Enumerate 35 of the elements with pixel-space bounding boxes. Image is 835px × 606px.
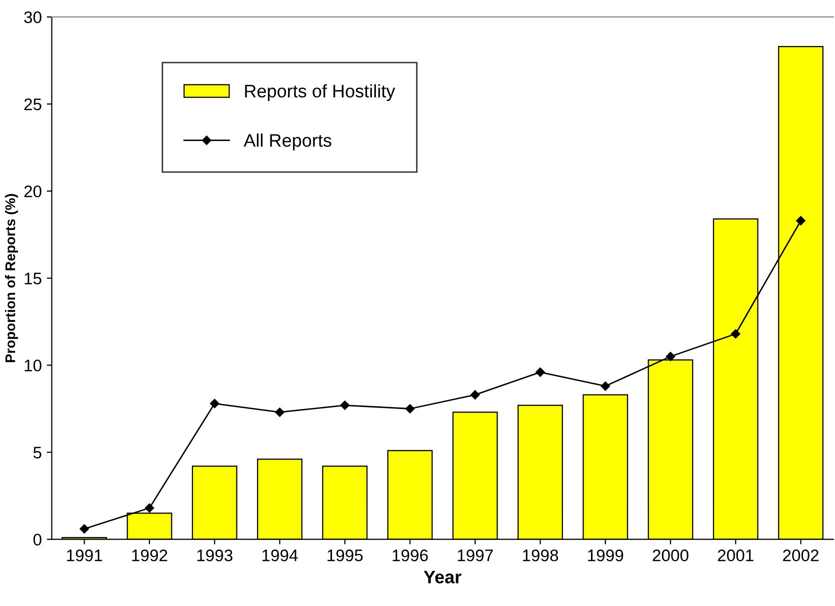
x-tick-label: 1991: [67, 550, 102, 562]
y-tick-label: 15: [24, 272, 42, 284]
x-tick-label: 1994: [262, 550, 298, 562]
point: [144, 503, 154, 513]
x-tick-label: 2000: [652, 550, 688, 562]
x-tick-label: 1997: [458, 550, 493, 562]
y-tick-label: 25: [24, 98, 42, 110]
x-tick-label: 1999: [588, 550, 624, 562]
point: [600, 381, 610, 391]
y-tick-label: 30: [24, 11, 42, 24]
y-tick-label: 20: [24, 185, 42, 198]
legend-label: All Reports: [244, 134, 332, 150]
x-axis-title: Year: [424, 570, 462, 584]
x-tick-label: 1996: [392, 550, 428, 562]
point: [210, 398, 220, 408]
point: [796, 216, 806, 226]
point: [731, 329, 740, 338]
x-tick-label: 2001: [718, 550, 754, 562]
point: [405, 404, 415, 414]
point: [536, 368, 545, 377]
y-tick-label: 0: [33, 534, 42, 546]
point: [80, 524, 89, 534]
x-tick-label: 1992: [132, 550, 168, 562]
y-tick-label: 10: [24, 360, 42, 372]
x-tick-label: 2002: [783, 550, 818, 562]
point: [470, 390, 480, 400]
point: [666, 352, 676, 362]
y-tick-label: 5: [33, 446, 42, 458]
x-tick-label: 1998: [522, 550, 558, 562]
legend-label: Reports of Hostility: [245, 84, 396, 102]
point: [275, 408, 284, 417]
point: [340, 400, 350, 410]
x-tick-label: 1995: [328, 550, 363, 562]
y-axis-title: Proportion of Reports (%): [5, 194, 18, 362]
x-tick-label: 1993: [197, 550, 232, 562]
